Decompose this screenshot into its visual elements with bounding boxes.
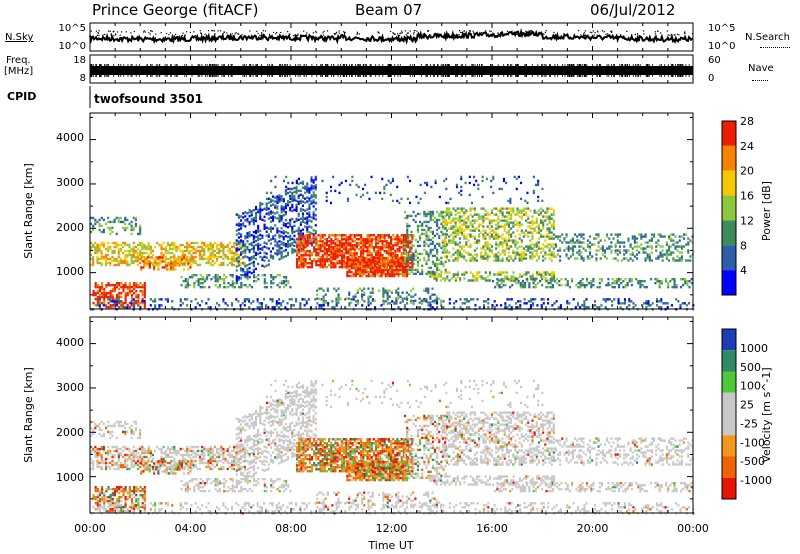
cpid-value: twofsound 3501 <box>94 92 203 106</box>
freq-right-tick-top: 60 <box>708 55 721 66</box>
velocity-scatter-layer <box>90 379 695 515</box>
power-colorbar: 4 8 12 16 20 24 28 <box>721 115 754 296</box>
velocity-colorbar: 1000 500 100 25 -25 -100 -500 -1000 <box>721 328 772 500</box>
vel-colorbar-tick: 500 <box>740 361 761 374</box>
velocity-ytick-1000: 1000 <box>56 471 84 484</box>
power-colorbar-tick: 16 <box>740 190 754 203</box>
power-colorbar-tick: 4 <box>740 264 747 277</box>
beam-label: Beam 07 <box>355 1 423 19</box>
power-scatter-layer <box>90 175 695 311</box>
noise-search-dots <box>760 47 790 48</box>
time-tick-4: 16:00 <box>476 522 508 535</box>
noise-right-tick-bottom: 10^0 <box>708 41 735 52</box>
power-colorbar-tick: 8 <box>740 239 747 252</box>
date-label: 06/Jul/2012 <box>590 1 676 19</box>
noise-right-tick-top: 10^5 <box>708 23 735 34</box>
time-tick-5: 20:00 <box>577 522 609 535</box>
time-tick-1: 04:00 <box>175 522 207 535</box>
velocity-ytick-3000: 3000 <box>56 381 84 394</box>
vel-colorbar-tick: -100 <box>740 436 765 449</box>
power-colorbar-tick: 20 <box>740 165 754 178</box>
time-tick-2: 08:00 <box>275 522 307 535</box>
freq-label-1: Freq. <box>6 55 31 66</box>
power-ytick-4000: 4000 <box>56 131 84 144</box>
velocity-ytick-4000: 4000 <box>56 336 84 349</box>
velocity-colorbar-label: Velocity [m s^-1] <box>760 367 773 462</box>
power-colorbar-tick: 24 <box>740 140 754 153</box>
velocity-ytick-2000: 2000 <box>56 426 84 439</box>
nave-dots <box>752 80 768 81</box>
vel-colorbar-tick: -1000 <box>740 474 772 487</box>
time-tick-3: 12:00 <box>376 522 408 535</box>
vel-colorbar-tick: 25 <box>740 399 754 412</box>
vel-colorbar-tick: -500 <box>740 455 765 468</box>
axis-ticks <box>89 23 694 513</box>
vel-colorbar-tick: 100 <box>740 380 761 393</box>
freq-left-tick-bottom: 8 <box>80 73 86 84</box>
power-ylabel: Slant Range [km] <box>22 163 35 259</box>
freq-right-tick-bottom: 0 <box>708 73 714 84</box>
frequency-trace <box>90 64 694 77</box>
freq-label-2: [MHz] <box>4 66 34 77</box>
noise-search-label: N.Search <box>745 32 791 43</box>
noise-trace <box>89 27 694 46</box>
time-tick-0: 00:00 <box>74 522 106 535</box>
noise-left-tick-top: 10^5 <box>59 23 86 34</box>
power-ytick-3000: 3000 <box>56 176 84 189</box>
noise-sky-label: N.Sky <box>5 32 34 43</box>
nave-label: Nave <box>748 63 774 74</box>
power-colorbar-label: Power [dB] <box>760 181 773 241</box>
freq-left-tick-top: 18 <box>73 55 86 66</box>
noise-left-tick-bottom: 10^0 <box>59 41 86 52</box>
time-axis-label: Time UT <box>367 539 413 552</box>
power-colorbar-tick: 28 <box>740 115 754 128</box>
station-title: Prince George (fitACF) <box>92 1 259 19</box>
power-colorbar-tick: 12 <box>740 214 754 227</box>
velocity-ylabel: Slant Range [km] <box>22 367 35 463</box>
vel-colorbar-tick: -25 <box>740 417 758 430</box>
power-ytick-2000: 2000 <box>56 221 84 234</box>
power-ytick-1000: 1000 <box>56 265 84 278</box>
time-tick-6: 00:00 <box>677 522 709 535</box>
vel-colorbar-tick: 1000 <box>740 342 768 355</box>
cpid-label: CPID <box>7 90 37 103</box>
